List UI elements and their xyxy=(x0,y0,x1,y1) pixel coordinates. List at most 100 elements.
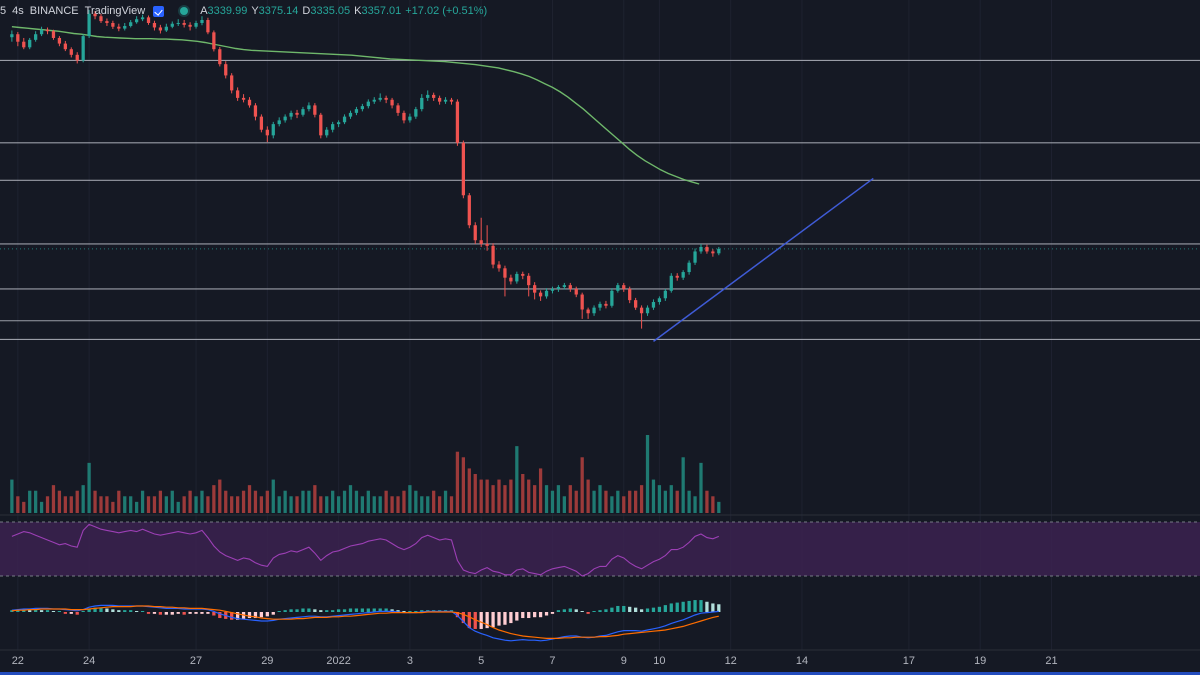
candle-body xyxy=(699,246,703,252)
macd-histogram-bar xyxy=(140,611,145,612)
volume-bar xyxy=(259,496,264,513)
macd-histogram-bar xyxy=(509,612,513,624)
volume-bar xyxy=(164,496,168,513)
macd-histogram-bar xyxy=(331,610,335,612)
candle-body xyxy=(277,120,281,125)
macd-histogram-bar xyxy=(247,612,252,619)
macd-histogram-bar xyxy=(295,609,299,612)
candle-body xyxy=(253,105,258,117)
trendline xyxy=(653,177,874,342)
macd-histogram-bar xyxy=(313,609,317,612)
macd-histogram-bar xyxy=(105,608,109,612)
volume-bar xyxy=(366,490,370,513)
candle-body xyxy=(604,303,608,306)
macd-histogram-bar xyxy=(39,610,44,612)
x-tick-label: 5 xyxy=(478,655,484,667)
macd-histogram-bar xyxy=(396,610,400,612)
volume-bar xyxy=(247,485,252,513)
volume-bar xyxy=(396,496,400,513)
candle-body xyxy=(295,112,299,115)
volume-bar xyxy=(390,496,394,513)
volume-bar xyxy=(123,496,127,513)
volume-bar xyxy=(675,490,679,513)
candle-body xyxy=(503,268,507,278)
macd-histogram-bar xyxy=(325,610,329,612)
volume-bar xyxy=(574,490,578,513)
volume-bar xyxy=(622,496,626,513)
candle-body xyxy=(473,225,477,241)
legend-interval[interactable]: 4s xyxy=(12,5,24,17)
volume-bar xyxy=(639,485,644,513)
macd-histogram-bar xyxy=(146,612,151,614)
macd-histogram-bar xyxy=(592,611,596,612)
macd-histogram-bar xyxy=(230,612,234,620)
volume-bar xyxy=(307,490,311,513)
candle-body xyxy=(693,251,697,263)
macd-histogram-bar xyxy=(372,608,376,612)
volume-bar xyxy=(93,490,97,513)
volume-bar xyxy=(354,490,359,513)
volume-bar xyxy=(188,490,192,513)
candle-body xyxy=(562,285,566,288)
candle-body xyxy=(265,129,269,136)
macd-histogram-bar xyxy=(675,602,679,612)
volume-bar xyxy=(568,485,572,513)
bottom-accent-bar xyxy=(0,672,1200,675)
macd-histogram-bar xyxy=(123,610,127,612)
macd-histogram-bar xyxy=(277,611,281,612)
volume-bar xyxy=(51,485,56,513)
macd-histogram-bar xyxy=(271,612,275,615)
rsi-pane xyxy=(0,521,1200,577)
volume-bar xyxy=(628,490,632,513)
macd-histogram-bar xyxy=(10,610,14,612)
volume-bar xyxy=(194,496,198,513)
candle-body xyxy=(366,101,370,107)
volume-bar xyxy=(414,490,418,513)
volume-bar xyxy=(235,496,240,513)
candle-body xyxy=(408,116,412,121)
macd-histogram-bar xyxy=(176,612,180,614)
candle-body xyxy=(170,23,174,27)
volume-bar xyxy=(497,479,501,513)
volume-bar xyxy=(550,490,555,513)
macd-histogram-bar xyxy=(348,608,353,612)
candle-body xyxy=(182,22,186,25)
candle-body xyxy=(598,303,602,308)
macd-histogram-bar xyxy=(414,611,418,612)
alert-flag-icon[interactable] xyxy=(153,5,165,17)
volume-bar xyxy=(580,457,584,513)
candle-body xyxy=(544,290,549,297)
candle-body xyxy=(574,288,578,295)
volume-bar xyxy=(230,496,234,513)
macd-histogram-bar xyxy=(378,608,382,612)
candle-body xyxy=(63,43,67,50)
macd-histogram-bar xyxy=(533,612,537,618)
macd-histogram-bar xyxy=(93,607,97,612)
macd-histogram-bar xyxy=(616,605,620,612)
candle-body xyxy=(538,292,543,297)
volume-bar xyxy=(241,490,246,513)
macd-histogram-bar xyxy=(473,612,477,629)
volume-bar xyxy=(426,496,430,513)
volume-bar xyxy=(533,485,537,513)
volume-bar xyxy=(336,496,341,513)
candle-body xyxy=(188,24,192,27)
volume-bar xyxy=(39,501,44,513)
volume-bar xyxy=(586,479,590,513)
volume-bar xyxy=(473,474,477,513)
candle-body xyxy=(218,49,222,65)
macd-histogram-bar xyxy=(515,612,519,621)
legend-symbol[interactable]: 5 xyxy=(0,5,7,17)
candle-body xyxy=(616,285,620,291)
macd-histogram-bar xyxy=(117,610,121,612)
macd-histogram-bar xyxy=(336,609,341,612)
macd-pane xyxy=(10,600,721,642)
macd-histogram-bar xyxy=(479,612,483,629)
macd-histogram-bar xyxy=(521,612,525,619)
macd-histogram-bar xyxy=(467,612,471,629)
candle-body xyxy=(331,124,335,130)
candle-body xyxy=(455,101,460,143)
macd-histogram-bar xyxy=(491,612,495,628)
volume-bar xyxy=(503,485,507,513)
